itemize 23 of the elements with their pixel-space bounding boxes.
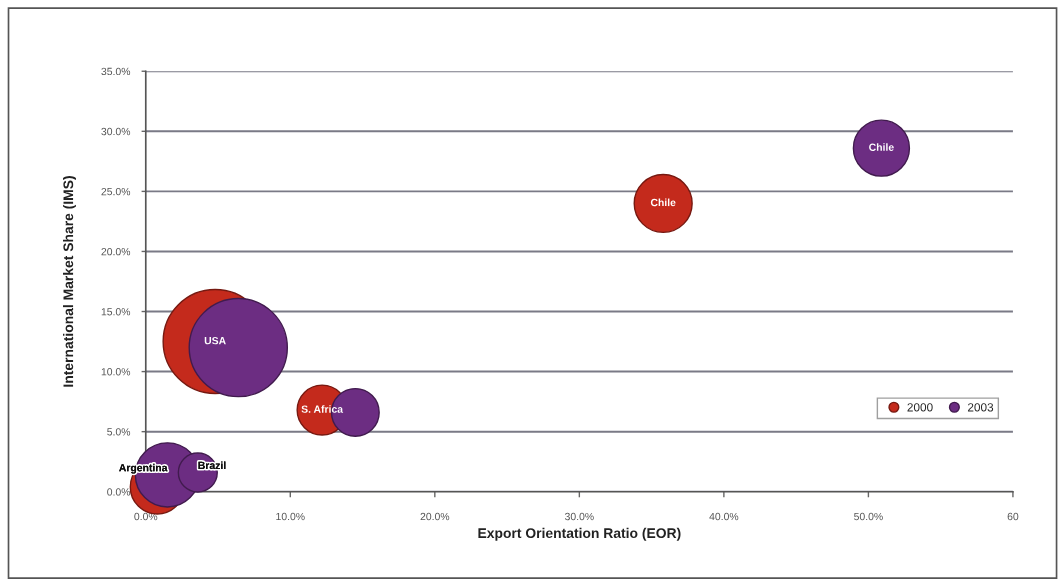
y-tick-label: 25.0% [101,187,131,196]
y-tick-label: 0.0% [107,488,131,496]
data-label: Chile [650,198,676,207]
x-tick-label: 30.0% [564,512,594,521]
x-tick-label: 10.0% [276,512,305,521]
x-tick-label: 50.0% [854,512,883,521]
x-tick-label: 0.0% [134,512,158,521]
x-tick-label: 40.0% [709,512,739,521]
legend-label: 2003 [967,403,994,412]
y-tick-label: 30.0% [101,127,131,136]
data-label: USA [204,336,226,345]
y-tick-label: 10.0% [101,368,131,376]
x-tick-label: 60 [1007,512,1019,521]
y-tick-label: 5.0% [107,428,131,436]
y-axis-title: International Market Share (IMS) [63,176,76,387]
x-tick-label: 20.0% [420,512,450,521]
y-tick-label: 35.0% [101,67,131,76]
y-tick-label: 15.0% [101,308,131,316]
y-tick-label: 20.0% [101,247,131,256]
x-axis-title: Export Orientation Ratio (EOR) [478,527,681,541]
data-label: S. Africa [301,405,344,413]
legend-label: 2000 [907,403,933,412]
data-label: Chile [869,143,894,151]
